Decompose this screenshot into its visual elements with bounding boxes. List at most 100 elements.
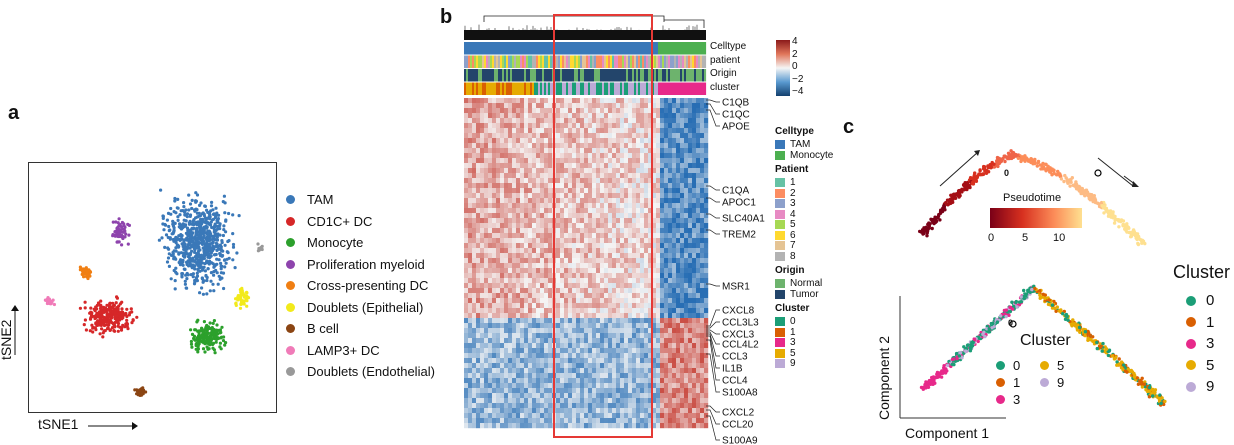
tsne-point — [166, 246, 170, 250]
legend-label: Normal — [790, 278, 823, 289]
legend-label: 2 — [790, 187, 796, 199]
cluster-trajectory-point — [986, 330, 991, 334]
tsne-point — [96, 322, 100, 326]
tsne-point — [196, 267, 200, 271]
tsne-point — [209, 271, 213, 275]
cluster-trajectory-point — [985, 327, 989, 331]
annotation-track — [464, 55, 707, 68]
legend-label: Monocyte — [790, 149, 834, 161]
cluster-trajectory-point — [963, 349, 968, 353]
tsne-point — [116, 234, 120, 239]
tsne-point — [236, 298, 240, 302]
tsne-point — [208, 259, 212, 263]
gene-label: TREM2 — [722, 230, 756, 241]
trajectory-point — [947, 200, 951, 204]
tsne-point — [219, 330, 223, 335]
tsne-point — [159, 188, 163, 192]
legend-dot — [286, 345, 295, 355]
trajectory-point — [927, 226, 931, 230]
trajectory-point — [977, 172, 981, 176]
tsne-point — [179, 209, 183, 213]
cluster-trajectory-point — [1122, 363, 1126, 367]
tsne-point — [186, 243, 190, 247]
cluster-trajectory-point — [1120, 360, 1124, 364]
tsne-point — [191, 264, 195, 268]
tsne-point — [183, 282, 187, 286]
tsne-point — [172, 255, 176, 259]
trajectory-point — [1126, 225, 1131, 230]
trajectory-point — [1010, 156, 1014, 161]
tsne-point — [89, 312, 94, 316]
tsne-point — [115, 306, 119, 310]
tsne-point — [208, 321, 212, 325]
trajectory-point — [929, 217, 933, 221]
cluster-trajectory-point — [942, 364, 946, 368]
tsne-point — [244, 294, 248, 298]
trajectory-point — [1088, 198, 1092, 202]
tsne-point — [52, 302, 56, 307]
legend-label: Doublets (Endothelial) — [307, 364, 435, 379]
tsne-point — [225, 250, 229, 254]
heatmap-legend-item: 0 — [775, 316, 796, 327]
cluster-trajectory-point — [1126, 367, 1130, 371]
tsne-point — [117, 223, 121, 227]
trajectory-point — [944, 202, 949, 206]
tsne-point — [222, 228, 226, 232]
inner-legend-item: 0 — [996, 358, 1020, 373]
tsne-point — [98, 303, 102, 307]
cluster-trajectory-point — [1160, 396, 1164, 400]
tsne-point — [103, 329, 107, 333]
legend-swatch — [775, 230, 785, 240]
tsne-point — [196, 246, 200, 250]
tsne-point — [181, 263, 185, 267]
tsne-point — [97, 310, 102, 314]
tsne-point — [118, 228, 122, 232]
tsne-point — [82, 323, 86, 327]
tsne-point — [101, 335, 105, 339]
tsne-point — [204, 331, 208, 335]
legend-dot — [286, 324, 295, 333]
tsne-point — [216, 218, 220, 222]
gene-label: APOE — [722, 122, 750, 133]
legend-swatch — [775, 251, 785, 261]
heatmap-legend-item: Tumor — [775, 289, 819, 300]
cluster-trajectory-point — [1014, 300, 1018, 305]
tsne-point — [111, 220, 115, 224]
legend-label: 4 — [790, 208, 796, 220]
tsne-point — [231, 258, 235, 262]
tsne-point — [215, 224, 220, 228]
trajectory-point — [1136, 234, 1141, 239]
tsne-point — [211, 282, 215, 286]
annotation-label: Celltype — [710, 41, 747, 52]
trajectory-point — [1022, 158, 1026, 162]
tsne-point — [190, 249, 194, 253]
legend-label: 5 — [1206, 356, 1215, 374]
trajectory-point — [1135, 237, 1139, 242]
tsne-legend-item: Proliferation myeloid — [286, 257, 425, 272]
branch-point-label-top: 0 — [1004, 168, 1010, 178]
cluster-trajectory-point — [950, 362, 955, 367]
tsne-point — [140, 391, 144, 396]
tsne-point — [131, 318, 135, 322]
tsne-point — [184, 286, 188, 290]
legend-label: TAM — [790, 139, 811, 150]
gene-label: CXCL3 — [722, 330, 755, 341]
trajectory-point — [1007, 153, 1011, 158]
cluster-trajectory-point — [972, 337, 977, 342]
cluster-trajectory-point — [1063, 317, 1068, 321]
heatmap-legend-item: Monocyte — [775, 150, 833, 161]
tsne-point — [167, 224, 171, 229]
cluster-trajectory-point — [1004, 308, 1008, 312]
tsne-point — [118, 230, 122, 234]
legend-label: 5 — [790, 347, 796, 359]
trajectory-point — [989, 165, 993, 169]
heatmap-legend-title: Origin — [775, 265, 805, 276]
legend-dot — [1040, 361, 1049, 370]
cluster-trajectory-point — [1019, 295, 1023, 299]
trajectory-point — [1109, 215, 1113, 219]
tsne-point — [236, 295, 240, 299]
trajectory-point — [925, 231, 929, 235]
tsne-point — [110, 326, 115, 330]
heatmap-legend-item: 5 — [775, 348, 796, 359]
cluster-trajectory-point — [1003, 312, 1007, 316]
